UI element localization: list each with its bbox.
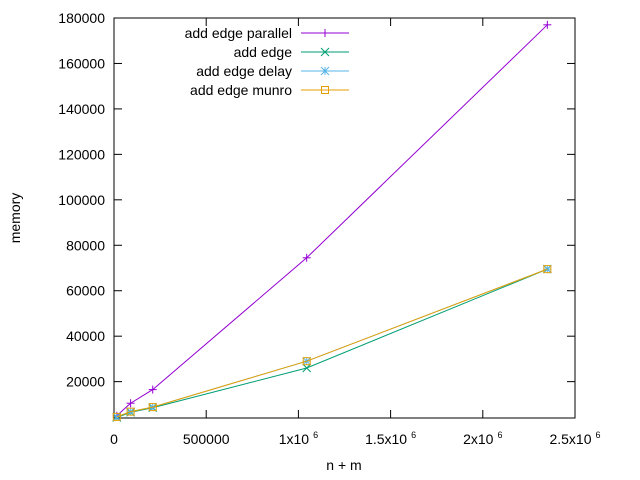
legend: add edge parallel add edge add edge delay a… [185,25,349,98]
series-line [116,268,548,418]
y-tick-label: 80000 [66,237,105,253]
y-tick-label: 180000 [58,10,105,26]
legend-entry: add edge parallel [185,25,349,41]
x-tick-mantissa: 500000 [183,431,230,447]
plot-frame [113,17,576,419]
y-tick-label: 140000 [58,101,105,117]
legend-marker [320,66,330,76]
data-point [148,403,157,412]
legend-entry: add edge delay [196,63,349,79]
data-point [148,385,157,394]
x-tick-mantissa: 2.5x10 [549,431,591,447]
x-tick-mantissa: 0 [110,431,118,447]
data-point [302,357,311,366]
x-axis-title: n + m [326,457,361,473]
y-tick-label: 40000 [66,328,105,344]
legend-marker [321,29,329,37]
series-line [116,268,548,419]
series-4 [112,265,552,421]
x-tick-exponent: 6 [411,430,416,440]
x-tick-label: 2.5x10 6 [549,430,600,447]
x-tick-mantissa: 1.5x10 [365,431,407,447]
x-tick-label: 1x10 6 [279,430,318,447]
data-point [126,399,135,408]
y-tick-label: 120000 [58,146,105,162]
legend-label: add edge parallel [185,25,292,41]
data-point [543,20,552,29]
y-tick-label: 160000 [58,55,105,71]
y-tick-label: 60000 [66,283,105,299]
x-tick-exponent: 6 [497,430,502,440]
legend-label: add edge [234,44,293,60]
series-1 [112,20,552,420]
y-axis-title: memory [7,193,23,244]
ticks: 20000 40000 60000 80000 100000 120000 140000 16… [58,10,600,447]
x-tick-exponent: 6 [313,430,318,440]
x-tick-label: 1.5x10 6 [365,430,416,447]
series-3 [112,264,552,422]
data-point [302,253,311,262]
series-layer [112,20,552,422]
x-tick-label: 0 [110,431,118,447]
legend-label: add edge munro [190,82,292,98]
data-point [112,412,121,421]
series-line [116,268,548,418]
legend-entry: add edge [234,44,349,60]
x-tick-label: 500000 [183,431,230,447]
x-tick-label: 2x10 6 [463,430,502,447]
x-tick-mantissa: 1x10 [279,431,310,447]
data-point [126,407,135,416]
y-tick-label: 100000 [58,192,105,208]
series-2 [112,264,552,422]
legend-marker [320,47,330,57]
x-tick-mantissa: 2x10 [463,431,494,447]
legend-entry: add edge munro [190,82,349,98]
data-point [302,363,312,373]
data-point [543,265,552,274]
legend-marker [321,86,329,94]
y-tick-label: 20000 [66,374,105,390]
legend-label: add edge delay [196,63,292,79]
x-tick-exponent: 6 [596,430,601,440]
